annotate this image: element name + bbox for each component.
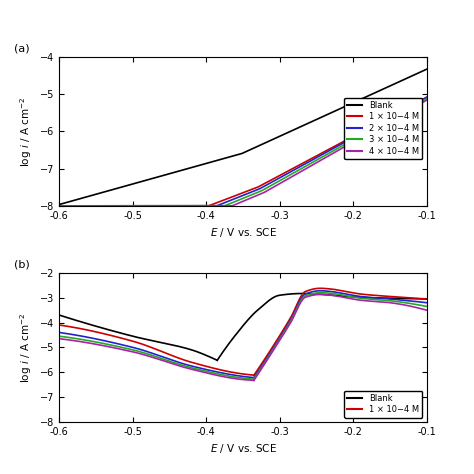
Y-axis label: log $i$ / A cm$^{-2}$: log $i$ / A cm$^{-2}$ xyxy=(18,96,35,166)
Legend: Blank, 1 × 10−4 M, 2 × 10−4 M, 3 × 10−4 M, 4 × 10−4 M: Blank, 1 × 10−4 M, 2 × 10−4 M, 3 × 10−4 … xyxy=(344,98,422,159)
Y-axis label: log $i$ / A cm$^{-2}$: log $i$ / A cm$^{-2}$ xyxy=(18,312,35,383)
Legend: Blank, 1 × 10−4 M: Blank, 1 × 10−4 M xyxy=(344,391,422,418)
Text: (b): (b) xyxy=(14,260,30,270)
Text: (a): (a) xyxy=(14,44,30,54)
X-axis label: $E$ / V vs. SCE: $E$ / V vs. SCE xyxy=(210,226,276,239)
X-axis label: $E$ / V vs. SCE: $E$ / V vs. SCE xyxy=(210,442,276,455)
